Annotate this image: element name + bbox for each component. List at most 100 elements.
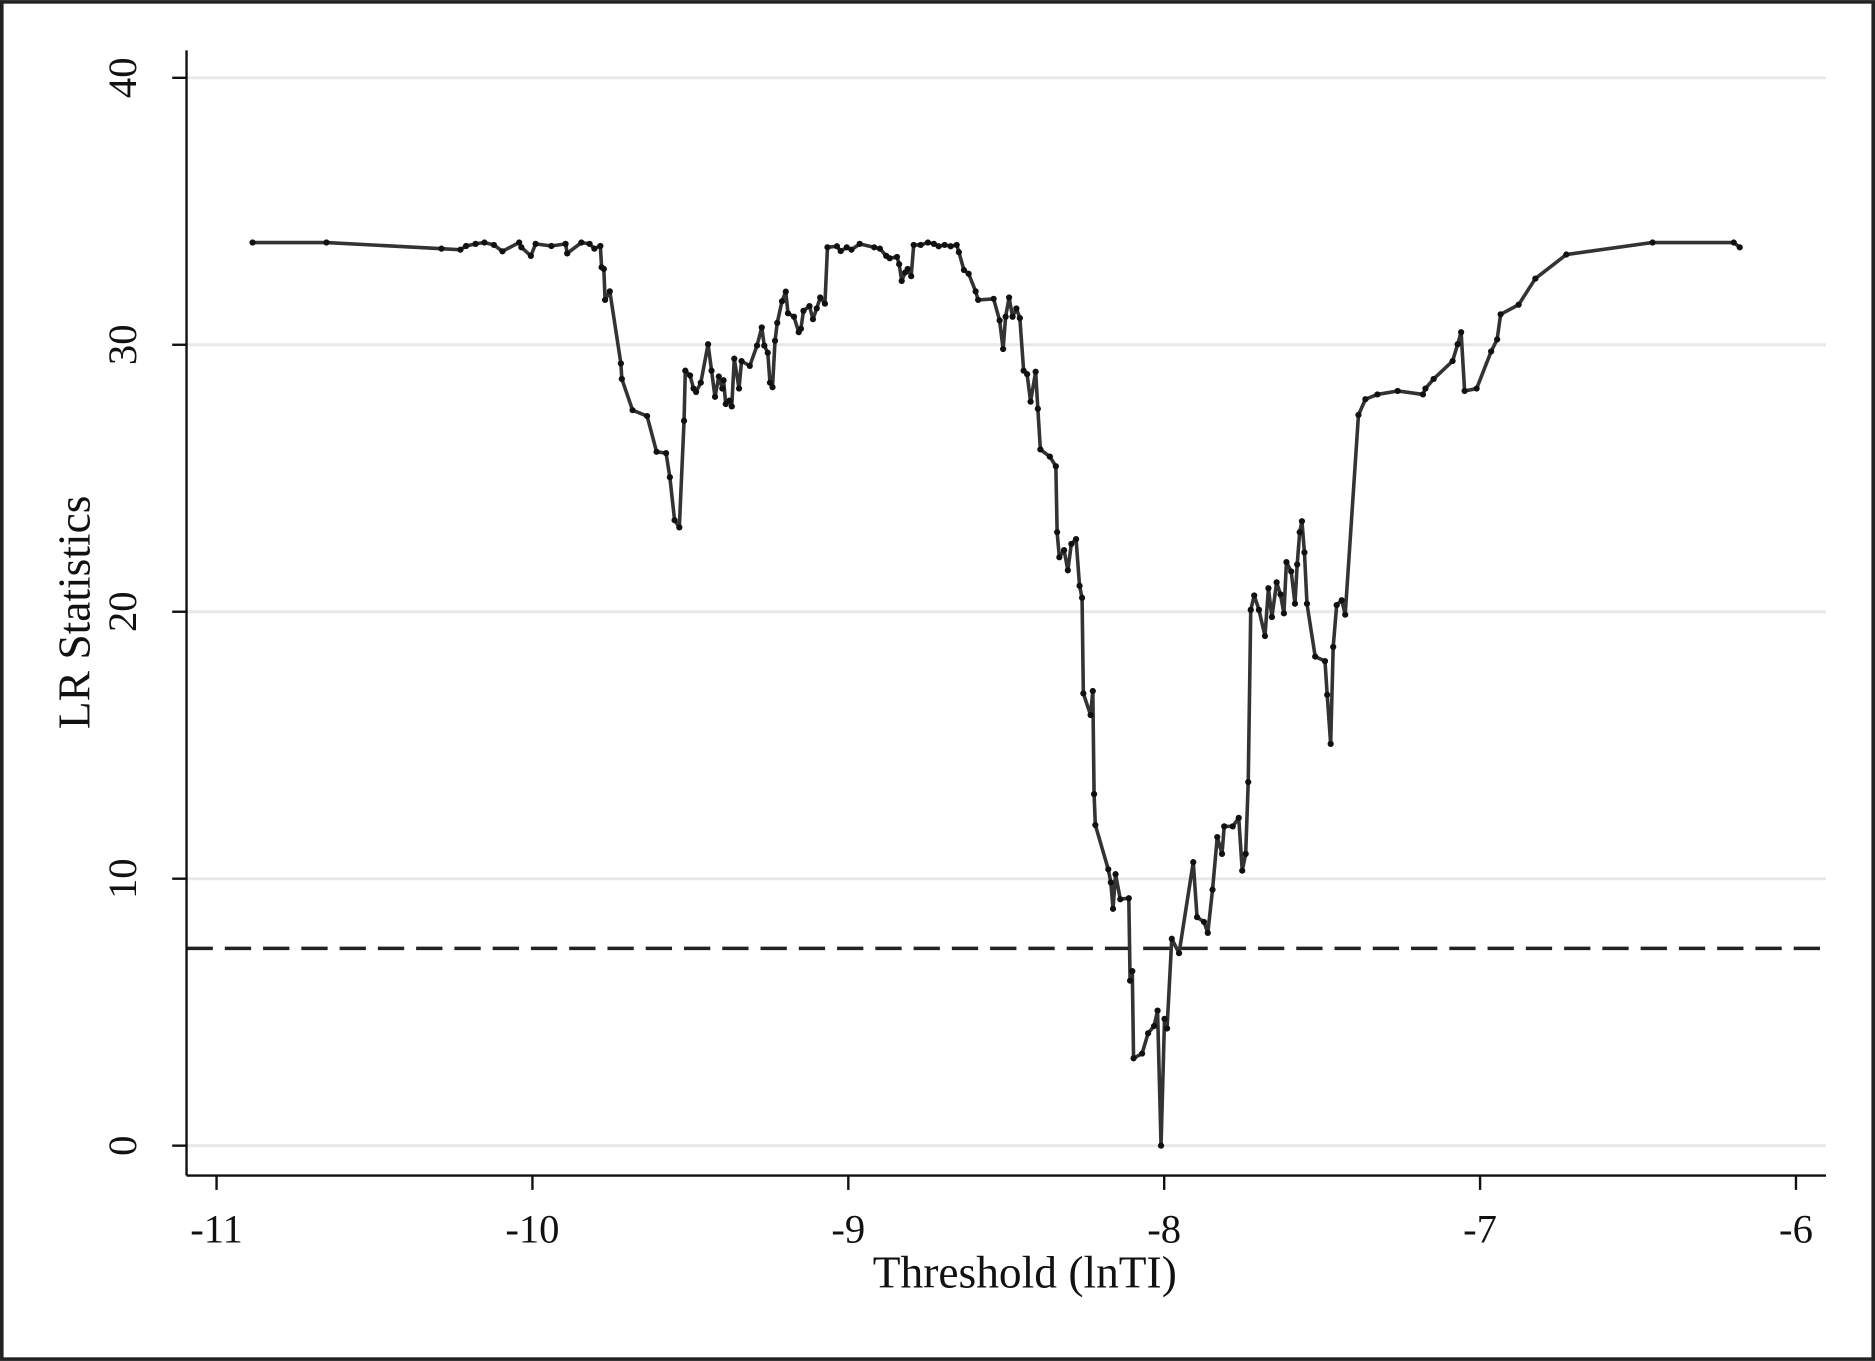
data-point	[1532, 275, 1539, 282]
data-point	[735, 385, 743, 392]
data-point	[1449, 357, 1456, 365]
data-point	[1649, 239, 1656, 246]
data-point	[1056, 554, 1063, 561]
data-point	[797, 325, 805, 332]
data-point	[1497, 311, 1504, 318]
data-point	[1458, 329, 1465, 336]
x-tick-label: -8	[1147, 1206, 1181, 1251]
data-point	[1126, 977, 1134, 984]
data-point	[1078, 594, 1086, 601]
data-point	[1221, 823, 1228, 830]
data-point	[1032, 368, 1039, 375]
data-point	[1294, 561, 1301, 568]
data-point	[1321, 658, 1329, 665]
data-point	[896, 261, 903, 268]
data-point	[1163, 1025, 1171, 1032]
data-point	[1168, 935, 1175, 942]
y-tick-label: 30	[100, 324, 145, 365]
data-point	[1204, 929, 1211, 936]
data-point	[1214, 833, 1221, 841]
data-point	[1068, 540, 1075, 548]
data-point	[843, 244, 850, 251]
data-point	[1251, 592, 1258, 599]
data-point	[1324, 691, 1331, 698]
data-point	[1193, 914, 1201, 921]
data-point	[697, 379, 704, 386]
data-point	[1280, 610, 1288, 617]
data-point	[1301, 549, 1308, 556]
data-point	[617, 360, 624, 367]
data-point	[813, 305, 820, 312]
data-point	[771, 337, 779, 344]
data-point	[1563, 251, 1570, 258]
data-point	[1245, 778, 1252, 786]
data-point	[586, 240, 593, 247]
data-point	[758, 324, 765, 331]
data-point	[682, 367, 689, 374]
data-point	[1333, 601, 1340, 609]
data-point	[876, 245, 884, 252]
data-point	[606, 288, 613, 295]
data-point	[490, 241, 498, 249]
data-point	[965, 270, 972, 277]
data-point	[1052, 463, 1059, 470]
data-point	[917, 241, 924, 249]
y-tick-label: 20	[100, 591, 145, 632]
data-point	[774, 319, 781, 326]
data-point	[1090, 790, 1098, 798]
data-point	[662, 450, 670, 457]
data-point	[1242, 850, 1249, 857]
data-point	[990, 295, 997, 302]
data-point	[462, 242, 470, 250]
data-point	[1473, 385, 1480, 392]
data-point	[1374, 391, 1381, 398]
x-tick-label: -7	[1463, 1206, 1497, 1251]
data-point	[908, 273, 915, 280]
data-point	[532, 240, 539, 247]
data-point	[1013, 305, 1020, 312]
data-point	[738, 357, 745, 365]
data-point	[1229, 823, 1236, 830]
data-point	[680, 417, 688, 424]
data-point	[601, 296, 609, 304]
data-point	[824, 244, 831, 251]
data-point	[653, 448, 660, 455]
data-point	[1107, 879, 1114, 886]
data-point	[719, 385, 726, 392]
data-point	[1265, 585, 1272, 592]
data-point	[778, 298, 786, 305]
x-tick-label: -11	[190, 1206, 243, 1251]
data-point	[898, 277, 905, 285]
data-point	[1027, 398, 1034, 405]
data-point	[1342, 611, 1349, 618]
data-point	[1736, 244, 1743, 251]
data-point	[1730, 239, 1737, 246]
data-point	[1515, 301, 1522, 308]
data-point	[924, 239, 932, 246]
data-point	[666, 474, 673, 481]
data-point	[472, 240, 479, 247]
data-point	[1355, 411, 1362, 419]
data-point	[784, 310, 792, 317]
data-point	[1394, 387, 1401, 395]
data-point	[562, 240, 569, 247]
y-axis-title: LR Statistics	[49, 496, 99, 730]
data-point	[753, 342, 761, 349]
data-point	[817, 294, 824, 301]
data-point	[821, 300, 829, 307]
data-point	[1064, 567, 1071, 574]
data-point	[766, 379, 774, 386]
data-point	[1255, 606, 1263, 613]
data-point	[1112, 871, 1119, 878]
data-point	[618, 375, 625, 383]
data-point	[972, 288, 979, 295]
data-point	[1338, 597, 1345, 604]
data-point	[904, 265, 911, 273]
grid	[186, 76, 1826, 1148]
data-point	[249, 239, 256, 246]
data-point	[1362, 396, 1369, 403]
data-point	[1150, 1022, 1158, 1030]
data-point	[960, 266, 968, 274]
